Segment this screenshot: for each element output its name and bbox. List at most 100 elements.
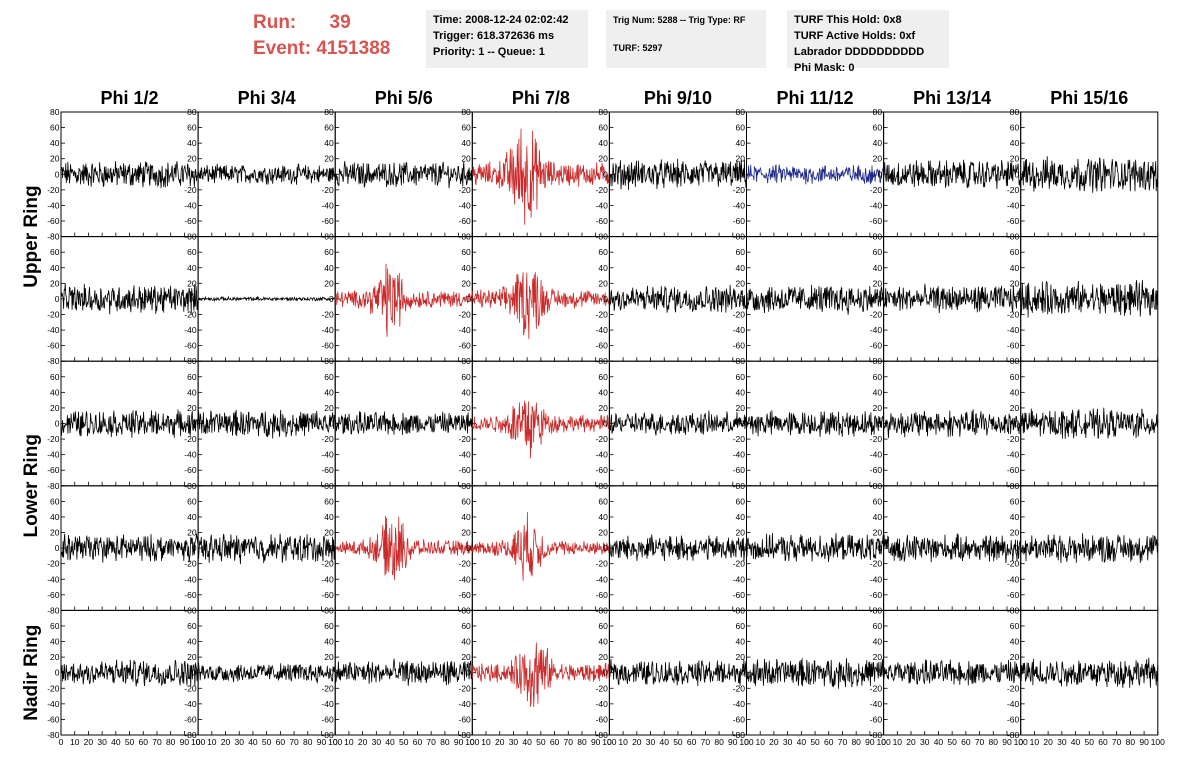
y-tick-label: 20 [736,154,746,164]
y-tick-label: -20 [184,434,197,444]
y-tick-label: 0 [466,419,471,429]
y-tick-label: -20 [184,185,197,195]
y-tick-label: 20 [598,403,608,413]
x-tick-label: 80 [989,737,999,747]
y-tick-label: -60 [733,590,746,600]
y-tick-label: 40 [1010,637,1020,647]
y-tick-label: 20 [736,528,746,538]
y-tick-label: -20 [184,559,197,569]
y-tick-label: 20 [324,403,334,413]
y-tick-label: 20 [324,278,334,288]
y-tick-label: -40 [47,325,60,335]
y-tick-label: 20 [873,403,883,413]
y-tick-label: 60 [461,247,471,257]
y-tick-label: -40 [459,699,472,709]
y-tick-label: 80 [50,107,60,117]
y-tick-label: 60 [873,496,883,506]
y-tick-label: 0 [740,668,745,678]
y-tick-label: -20 [596,683,609,693]
x-tick-label: 90 [1139,737,1149,747]
x-tick-label: 90 [317,737,327,747]
y-tick-label: -40 [47,200,60,210]
waveform-trace [883,409,1022,439]
panel-frame [608,609,748,736]
y-tick-label: -40 [733,699,746,709]
y-tick-label: 40 [324,637,334,647]
y-tick-label: 40 [324,263,334,273]
y-tick-label: 40 [187,138,197,148]
x-tick-label: 30 [920,737,930,747]
y-tick-label: 20 [598,154,608,164]
y-tick-label: 60 [461,123,471,133]
y-tick-label: -60 [870,341,883,351]
x-tick-label: 100 [465,737,479,747]
y-tick-label: 60 [736,496,746,506]
y-tick-label: 40 [50,138,60,148]
column-title: Phi 9/10 [644,88,712,108]
y-tick-label: 20 [324,528,334,538]
y-tick-label: -20 [870,683,883,693]
x-tick-label: 20 [495,737,505,747]
trigger-text: Trigger: 618.372636 ms [433,30,555,42]
y-tick-label: -20 [459,559,472,569]
waveform-trace [334,161,473,189]
y-tick-label: -40 [184,450,197,460]
y-tick-label: 20 [461,652,471,662]
waveform-trace [334,263,473,337]
y-tick-label: -20 [596,185,609,195]
y-tick-label: 40 [736,138,746,148]
y-tick-label: -60 [321,714,334,724]
y-tick-label: -60 [870,590,883,600]
x-tick-label: 60 [687,737,697,747]
column-title: Phi 5/6 [375,88,433,108]
turf-this-hold-text: TURF This Hold: 0x8 [794,14,902,26]
y-tick-label: -40 [321,450,334,460]
y-tick-label: 60 [1010,621,1020,631]
y-tick-label: -40 [184,699,197,709]
y-tick-label: 0 [1014,668,1019,678]
waveform-trace [609,284,747,313]
labrador-text: Labrador DDDDDDDDDD [794,46,925,58]
x-tick-label: 20 [84,737,94,747]
x-tick-label: 0 [1018,737,1023,747]
x-tick-label: 100 [1014,737,1028,747]
x-tick-label: 70 [701,737,711,747]
y-tick-label: -80 [870,730,883,740]
y-tick-label: -40 [596,325,609,335]
y-tick-label: 40 [1010,263,1020,273]
y-tick-label: -60 [321,341,334,351]
x-tick-label: 100 [328,737,342,747]
y-tick-label: 60 [187,496,197,506]
y-tick-label: 0 [603,543,608,553]
y-tick-label: 60 [50,496,60,506]
x-tick-label: 90 [865,737,875,747]
y-tick-label: -20 [321,434,334,444]
y-tick-label: -20 [47,434,60,444]
x-tick-label: 30 [509,737,519,747]
x-tick-label: 50 [673,737,683,747]
y-tick-label: 40 [873,138,883,148]
y-tick-label: -40 [596,574,609,584]
y-tick-label: 20 [461,403,471,413]
y-tick-label: -60 [733,341,746,351]
y-tick-label: 60 [324,247,334,257]
y-tick-label: 20 [187,652,197,662]
waveform-trace [883,659,1022,686]
y-tick-label: 0 [192,543,197,553]
y-tick-label: 0 [55,294,60,304]
x-tick-label: 30 [646,737,656,747]
y-tick-label: -20 [47,185,60,195]
y-tick-label: -20 [47,683,60,693]
y-tick-label: 60 [50,247,60,257]
y-tick-label: 20 [873,278,883,288]
y-tick-label: 40 [598,387,608,397]
y-tick-label: 40 [873,387,883,397]
waveform-trace [746,284,884,315]
y-tick-label: 40 [461,637,471,647]
